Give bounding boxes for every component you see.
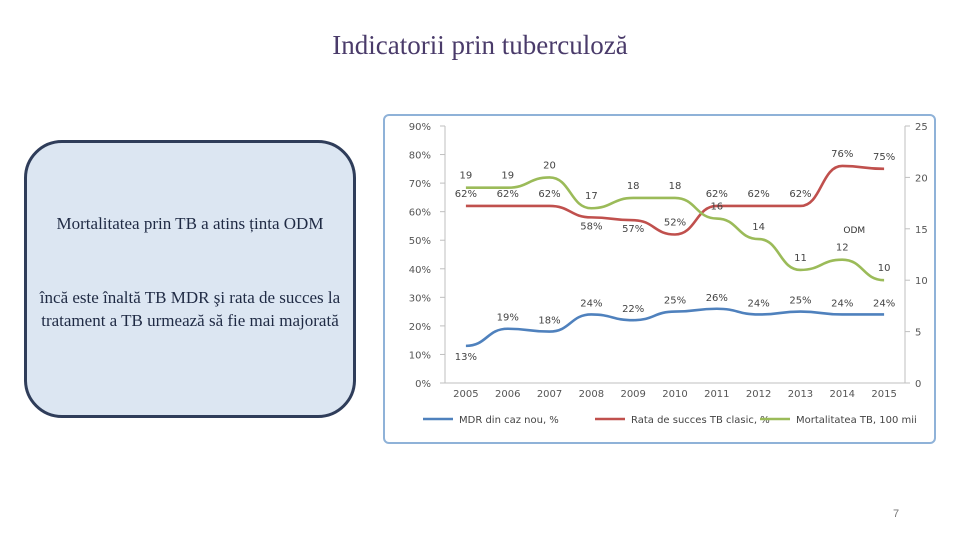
data-label: 20 (543, 160, 556, 171)
legend-entry: Mortalitatea TB, 100 mii (796, 415, 917, 426)
data-label: 22% (622, 304, 644, 315)
y-left-tick-label: 50% (409, 236, 431, 247)
data-label: 19 (501, 171, 514, 182)
x-tick-label: 2008 (579, 389, 604, 400)
data-label: 62% (706, 189, 728, 200)
data-label: 18 (669, 181, 682, 192)
y-left-tick-label: 30% (409, 293, 431, 304)
chart-frame: 0% 10% 20% 30% 40% 50% 60% 70% 80% 90% 0 5 10 15 20 25 2… (383, 114, 936, 444)
data-label: 17 (585, 191, 598, 202)
y-right-tick-label: 20 (915, 173, 928, 184)
data-label: 13% (455, 352, 477, 363)
data-label: 25% (789, 296, 811, 307)
data-label: 58% (580, 221, 602, 232)
x-tick-label: 2007 (537, 389, 562, 400)
summary-text-box: Mortalitatea prin TB a atins ținta ODM î… (24, 140, 356, 418)
data-label: 12 (836, 243, 849, 254)
data-label: 16 (710, 202, 723, 213)
x-tick-label: 2014 (830, 389, 855, 400)
data-label: 75% (873, 152, 895, 163)
summary-text-1: Mortalitatea prin TB a atins ținta ODM (56, 214, 324, 233)
x-tick-label: 2010 (662, 389, 687, 400)
x-tick-label: 2015 (871, 389, 896, 400)
y-left-tick-label: 70% (409, 179, 431, 190)
data-label: 26% (706, 293, 728, 304)
x-tick-label: 2012 (746, 389, 771, 400)
tb-indicators-chart: 0% 10% 20% 30% 40% 50% 60% 70% 80% 90% 0 5 10 15 20 25 2… (409, 122, 928, 426)
legend-entry: MDR din caz nou, % (459, 415, 559, 426)
x-tick-label: 2009 (620, 389, 645, 400)
data-label: 62% (455, 189, 477, 200)
x-tick-label: 2005 (453, 389, 478, 400)
data-label: 18 (627, 181, 640, 192)
y-left-tick-label: 0% (415, 379, 431, 390)
series-line-1 (465, 307, 885, 348)
y-left-tick-label: 10% (409, 350, 431, 361)
data-label: 76% (831, 149, 853, 160)
data-label: 10 (878, 263, 891, 274)
odm-annotation: ODM (843, 226, 865, 236)
y-right-tick-label: 15 (915, 225, 928, 236)
data-label: 24% (873, 298, 895, 309)
y-right-tick-label: 25 (915, 122, 928, 133)
data-label: 57% (622, 224, 644, 235)
series-line-2 (465, 164, 885, 236)
data-label: 11 (794, 253, 807, 264)
data-label: 24% (831, 298, 853, 309)
y-left-tick-label: 80% (409, 151, 431, 162)
x-tick-label: 2006 (495, 389, 520, 400)
y-left-tick-label: 90% (409, 122, 431, 133)
data-label: 24% (580, 298, 602, 309)
summary-text-2: încă este înaltă TB MDR şi rata de succe… (39, 288, 341, 330)
data-label: 19 (460, 171, 473, 182)
y-right-tick-label: 0 (915, 379, 921, 390)
data-label: 62% (497, 189, 519, 200)
data-label: 18% (538, 316, 560, 327)
x-tick-label: 2013 (788, 389, 813, 400)
data-label: 62% (538, 189, 560, 200)
y-right-tick-label: 10 (915, 276, 928, 287)
y-left-tick-label: 40% (409, 265, 431, 276)
slide-title: Indicatorii prin tuberculoză (332, 30, 628, 60)
data-label: 52% (664, 218, 686, 229)
data-label: 25% (664, 296, 686, 307)
legend-entry: Rata de succes TB clasic, % (631, 415, 770, 426)
data-label: 62% (789, 189, 811, 200)
data-label: 19% (497, 313, 519, 324)
x-tick-label: 2011 (704, 389, 729, 400)
data-label: 62% (748, 189, 770, 200)
page-number: 7 (893, 508, 900, 520)
data-label: 14 (752, 222, 765, 233)
data-label: 24% (748, 298, 770, 309)
y-left-tick-label: 60% (409, 208, 431, 219)
y-right-tick-label: 5 (915, 328, 921, 339)
y-left-tick-label: 20% (409, 322, 431, 333)
series-line-3 (465, 176, 885, 282)
